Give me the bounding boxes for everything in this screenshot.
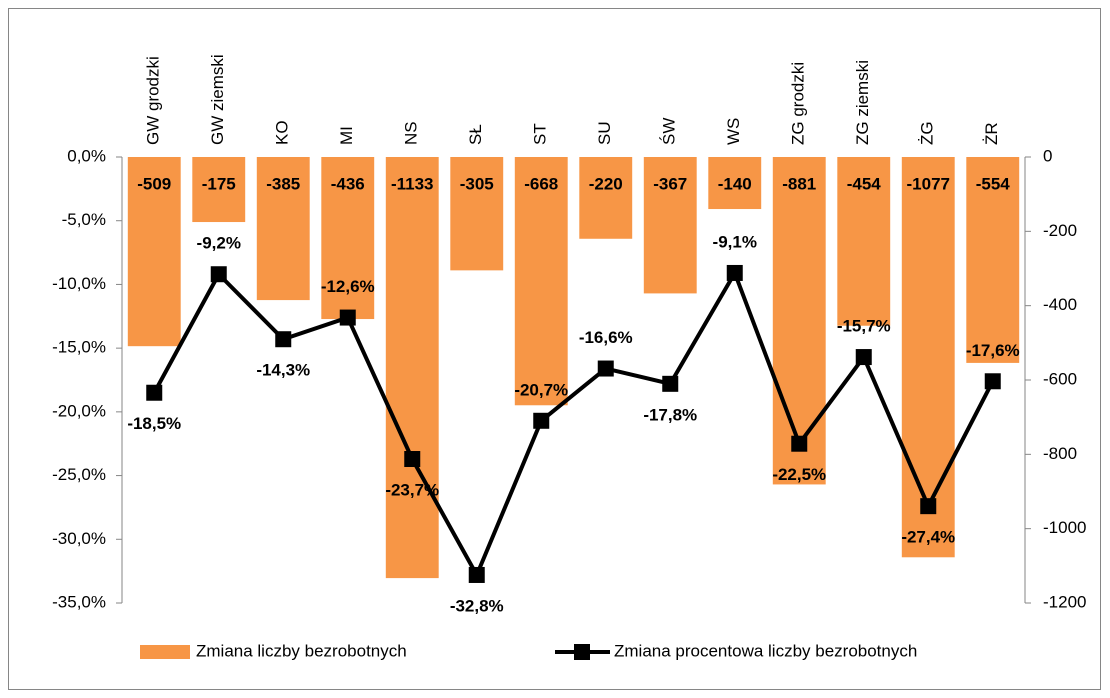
bar-value-label: -1133	[391, 174, 434, 193]
y-tick-label: -5,0%	[62, 210, 106, 229]
x-tick-label: MI	[337, 126, 356, 145]
line-value-label: -9,2%	[197, 234, 241, 253]
bar-value-label: -454	[847, 174, 882, 193]
legend-label: Zmiana procentowa liczby bezrobotnych	[614, 641, 917, 660]
legend-marker	[574, 644, 590, 660]
bar	[901, 157, 955, 558]
bar	[256, 157, 310, 301]
line-marker	[533, 412, 550, 429]
y-tick-label: -20,0%	[52, 401, 106, 420]
x-tick-label: NS	[402, 121, 421, 145]
x-tick-label: GW grodzki	[144, 56, 163, 145]
line-value-label: -12,6%	[321, 277, 375, 296]
bar	[643, 157, 697, 294]
bar	[579, 157, 633, 239]
y-tick-label: -15,0%	[52, 338, 106, 357]
bar-value-label: -140	[718, 174, 752, 193]
line-value-label: -17,6%	[966, 341, 1020, 360]
x-tick-label: KO	[273, 120, 292, 145]
y2-tick-label: -800	[1043, 444, 1077, 463]
bar	[708, 157, 762, 210]
x-tick-label: ZG grodzki	[789, 62, 808, 145]
line-value-label: -16,6%	[579, 328, 633, 347]
line-value-label: -14,3%	[256, 361, 310, 380]
line-marker	[210, 266, 227, 283]
line-value-label: -9,1%	[713, 232, 757, 251]
line-marker	[791, 435, 808, 452]
line-marker	[855, 349, 872, 366]
bar	[772, 157, 826, 485]
y-tick-label: -10,0%	[52, 274, 106, 293]
line-value-label: -27,4%	[901, 528, 955, 547]
line-value-label: -17,8%	[643, 405, 697, 424]
bar-value-label: -509	[137, 174, 171, 193]
legend-label: Zmiana liczby bezrobotnych	[196, 641, 407, 660]
line-value-label: -20,7%	[514, 380, 568, 399]
bar-value-label: -367	[653, 174, 687, 193]
bar	[127, 157, 181, 347]
bar-value-label: -385	[266, 174, 300, 193]
line-value-label: -18,5%	[127, 414, 181, 433]
y2-tick-label: -200	[1043, 221, 1077, 240]
bar	[966, 157, 1020, 363]
line-value-label: -23,7%	[385, 480, 439, 499]
line-marker	[468, 566, 485, 583]
x-tick-label: ŚW	[660, 118, 679, 145]
y2-tick-label: 0	[1043, 146, 1052, 165]
line-marker	[726, 264, 743, 281]
line-marker	[339, 309, 356, 326]
bar-value-label: -175	[202, 174, 236, 193]
bar-value-label: -554	[976, 174, 1011, 193]
y2-tick-label: -1200	[1043, 592, 1086, 611]
bar	[192, 157, 246, 223]
bar-value-label: -881	[782, 174, 816, 193]
x-tick-label: ŻR	[982, 122, 1001, 145]
bar-value-label: -305	[460, 174, 494, 193]
x-tick-label: ŻG	[918, 121, 937, 145]
line-value-label: -15,7%	[837, 317, 891, 336]
line-marker	[404, 451, 421, 468]
x-tick-label: WS	[724, 118, 743, 145]
bar	[450, 157, 504, 271]
y2-tick-label: -600	[1043, 369, 1077, 388]
y2-tick-label: -400	[1043, 295, 1077, 314]
line	[152, 270, 995, 577]
y2-tick-label: -1000	[1043, 518, 1086, 537]
line-marker	[984, 373, 1001, 390]
x-tick-label: ST	[531, 123, 550, 145]
line-marker	[146, 384, 163, 401]
bar	[385, 157, 439, 579]
line-marker	[597, 360, 614, 377]
line-value-label: -22,5%	[772, 465, 826, 484]
y-tick-label: -35,0%	[52, 592, 106, 611]
line-marker	[920, 498, 937, 515]
line-marker	[275, 331, 292, 348]
bar-value-label: -436	[331, 174, 365, 193]
bar-value-label: -668	[524, 174, 558, 193]
x-tick-label: GW ziemski	[208, 54, 227, 145]
y-tick-label: 0,0%	[67, 146, 106, 165]
y-tick-label: -30,0%	[52, 529, 106, 548]
y-tick-label: -25,0%	[52, 465, 106, 484]
legend-swatch	[140, 645, 190, 659]
line-value-label: -32,8%	[450, 596, 504, 615]
bar-value-label: -220	[589, 174, 623, 193]
x-tick-label: SU	[595, 121, 614, 145]
bar	[321, 157, 375, 320]
bar	[514, 157, 568, 406]
line-marker	[662, 375, 679, 392]
x-tick-label: ZG ziemski	[853, 60, 872, 145]
bar-value-label: -1077	[907, 174, 950, 193]
x-tick-label: SŁ	[466, 124, 485, 145]
bar	[837, 157, 891, 326]
